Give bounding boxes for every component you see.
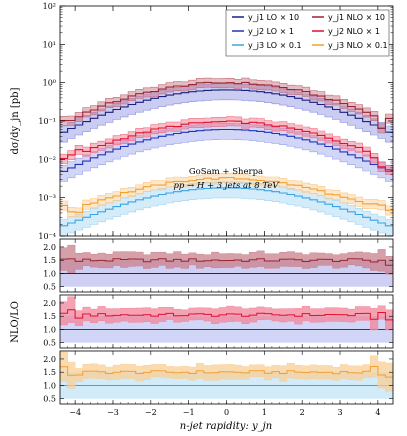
ratio-nlo-band: [59, 244, 394, 275]
x-tick-label: 1: [262, 408, 267, 417]
ratio-nlo-line: [60, 366, 393, 378]
y-tick-label: 10⁻⁴: [38, 232, 56, 241]
y-tick-label: 10¹: [43, 40, 56, 49]
legend-entry-label: y_j2 NLO × 1: [328, 27, 380, 36]
x-tick-label: 4: [375, 408, 380, 417]
x-tick-label: −1: [183, 408, 195, 417]
ratio-plot-j3: 0.5 1.0 1.5 2.0 −4 −3 −2 −1 0 1 2 3 4: [43, 351, 394, 417]
series-line-1: [60, 81, 393, 129]
x-tick-label: −3: [107, 408, 119, 417]
legend-entry-label: y_j2 LO × 1: [248, 27, 294, 36]
legend-entry-label: y_j3 LO × 0.1: [248, 41, 302, 50]
legend-entry-label: y_j1 LO × 10: [248, 13, 299, 22]
ratio-nlo-line: [60, 309, 393, 321]
series-band-3: [59, 116, 394, 175]
ratio-y-tick-label: 1.0: [43, 381, 56, 390]
ratio-y-tick-label: 1.5: [43, 256, 56, 265]
x-tick-label: 2: [300, 408, 305, 417]
y-tick-label: 10⁰: [43, 79, 56, 88]
annotation-generator: GoSam + Sherpa: [189, 167, 263, 177]
ratio-y-tick-label: 2.0: [43, 299, 56, 308]
ratio-y-tick-label: 1.5: [43, 368, 56, 377]
ratio-y-tick-label: 1.5: [43, 312, 56, 321]
ratio-y-tick-label: 0.5: [43, 395, 56, 404]
y-tick-label: 10⁻²: [38, 155, 56, 164]
ratio-frame-j3: [59, 350, 394, 405]
ratio-plot-j1: 0.5 1.0 1.5 2.0: [43, 239, 394, 292]
series-line-4: [60, 187, 393, 227]
ratio-plot-j2: 0.5 1.0 1.5 2.0: [43, 295, 394, 348]
series-line-2: [60, 128, 393, 172]
annotation-process: pp → H + 3 jets at 8 TeV: [173, 181, 279, 191]
series-band-5: [59, 172, 394, 218]
series-5: [59, 172, 394, 218]
series-3: [59, 116, 394, 175]
ratio-frame-j1: [59, 238, 394, 293]
ratio-frame-j2: [59, 294, 394, 349]
y-tick-label: 10⁻¹: [38, 117, 56, 126]
y-tick-label: 10⁻³: [38, 194, 56, 203]
series-line-0: [60, 89, 393, 133]
ratio-nlo-line: [60, 258, 393, 266]
y-axis-label: dσ/dy_jn [pb]: [10, 87, 21, 154]
x-tick-label: 0: [224, 408, 229, 417]
ratio-y-tick-label: 1.0: [43, 325, 56, 334]
ratio-y-tick-label: 1.0: [43, 269, 56, 278]
x-tick-label: −2: [145, 408, 157, 417]
x-tick-label: −4: [69, 408, 81, 417]
series-line-5: [60, 176, 393, 213]
legend-entry-label: y_j3 NLO × 0.1: [328, 41, 388, 50]
legend: y_j1 LO × 10 y_j1 NLO × 10 y_j2 LO × 1 y_j2…: [225, 9, 390, 57]
ratio-y-tick-label: 2.0: [43, 355, 56, 364]
x-axis-label: n-jet rapidity: y_jn: [180, 421, 272, 432]
ratio-y-tick-label: 2.0: [43, 243, 56, 252]
ratio-y-tick-label: 0.5: [43, 283, 56, 292]
ratio-y-axis-label: NLO/LO: [10, 301, 21, 343]
main-frame: [59, 5, 394, 237]
series-line-3: [60, 120, 393, 171]
y-tick-label: 10²: [43, 2, 56, 11]
x-tick-label: 3: [337, 408, 342, 417]
legend-entry-label: y_j1 NLO × 10: [328, 13, 385, 22]
ratio-y-tick-label: 0.5: [43, 339, 56, 348]
